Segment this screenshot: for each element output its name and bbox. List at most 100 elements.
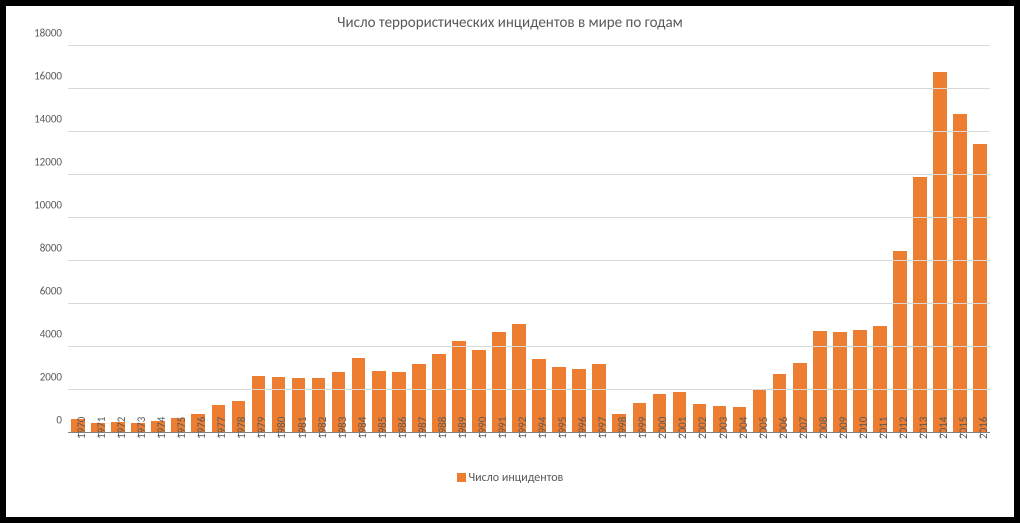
x-tick-label: 1979 xyxy=(255,417,268,439)
bar xyxy=(933,72,947,433)
x-tick-label: 1984 xyxy=(356,417,369,439)
gridline xyxy=(68,45,990,46)
bar-slot: 1977 xyxy=(208,46,228,433)
y-tick-label: 12000 xyxy=(34,156,62,169)
bar-slot: 2010 xyxy=(850,46,870,433)
x-tick-label: 1980 xyxy=(275,417,288,439)
plot-area: 1970197119721973197419751976197719781979… xyxy=(68,46,990,433)
x-tick-label: 2006 xyxy=(777,417,790,439)
bar-slot: 2000 xyxy=(649,46,669,433)
x-tick-label: 2014 xyxy=(937,417,950,439)
bar-slot: 1971 xyxy=(88,46,108,433)
bar-slot: 2012 xyxy=(890,46,910,433)
bar-slot: 1995 xyxy=(549,46,569,433)
bar-slot: 2016 xyxy=(970,46,990,433)
bar-slot: 1972 xyxy=(108,46,128,433)
bar xyxy=(893,251,907,433)
x-tick-label: 1995 xyxy=(556,417,569,439)
bar-slot: 2007 xyxy=(790,46,810,433)
x-tick-label: 2013 xyxy=(917,417,930,439)
gridline xyxy=(68,174,990,175)
bar-slot: 1989 xyxy=(449,46,469,433)
bar-slot: 1984 xyxy=(349,46,369,433)
bar-slot: 2002 xyxy=(689,46,709,433)
bar-slot: 2014 xyxy=(930,46,950,433)
x-tick-label: 1977 xyxy=(215,417,228,439)
y-tick-label: 16000 xyxy=(34,70,62,83)
x-tick-label: 2002 xyxy=(696,417,709,439)
x-tick-label: 1971 xyxy=(95,417,108,439)
bar-slot: 2005 xyxy=(750,46,770,433)
x-tick-label: 1994 xyxy=(536,417,549,439)
bar-slot: 1976 xyxy=(188,46,208,433)
bar xyxy=(913,177,927,433)
bar-slot: 1983 xyxy=(329,46,349,433)
x-tick-label: 2010 xyxy=(857,417,870,439)
bar-slot: 1998 xyxy=(609,46,629,433)
x-tick-label: 1978 xyxy=(235,417,248,439)
plot: 1970197119721973197419751976197719781979… xyxy=(68,46,990,433)
gridline xyxy=(68,303,990,304)
bar-slot: 2006 xyxy=(770,46,790,433)
bar-slot: 1986 xyxy=(389,46,409,433)
bar-slot: 1996 xyxy=(569,46,589,433)
bar-slot: 1978 xyxy=(228,46,248,433)
bar-slot: 1997 xyxy=(589,46,609,433)
x-tick-label: 1991 xyxy=(496,417,509,439)
y-tick-label: 4000 xyxy=(40,328,62,341)
x-tick-label: 2015 xyxy=(957,417,970,439)
x-tick-label: 1976 xyxy=(195,417,208,439)
bar-slot: 2001 xyxy=(669,46,689,433)
legend-swatch xyxy=(457,473,466,482)
bar-slot: 1991 xyxy=(489,46,509,433)
x-tick-label: 1989 xyxy=(456,417,469,439)
y-tick-label: 6000 xyxy=(40,285,62,298)
x-axis-baseline xyxy=(68,432,990,433)
bar-slot: 1988 xyxy=(429,46,449,433)
x-tick-label: 2004 xyxy=(737,417,750,439)
x-tick-label: 2012 xyxy=(897,417,910,439)
x-tick-label: 1986 xyxy=(396,417,409,439)
legend: Число инцидентов xyxy=(24,471,996,485)
x-tick-label: 2008 xyxy=(817,417,830,439)
chart-container: Число террористических инцидентов в мире… xyxy=(0,0,1020,523)
x-tick-label: 1999 xyxy=(636,417,649,439)
x-tick-label: 1996 xyxy=(576,417,589,439)
x-tick-label: 2001 xyxy=(676,417,689,439)
y-tick-label: 8000 xyxy=(40,242,62,255)
bar-slot: 1981 xyxy=(289,46,309,433)
y-tick-label: 2000 xyxy=(40,371,62,384)
x-tick-label: 2007 xyxy=(797,417,810,439)
y-tick-label: 0 xyxy=(56,414,62,427)
bar xyxy=(953,114,967,433)
bars-container: 1970197119721973197419751976197719781979… xyxy=(68,46,990,433)
bar-slot: 1980 xyxy=(268,46,288,433)
x-tick-label: 1982 xyxy=(316,417,329,439)
x-tick-label: 1972 xyxy=(115,417,128,439)
x-tick-label: 1974 xyxy=(155,417,168,439)
gridline xyxy=(68,131,990,132)
chart-area: 1970197119721973197419751976197719781979… xyxy=(24,46,996,489)
chart-title: Число террористических инцидентов в мире… xyxy=(6,6,1014,38)
bar-slot: 1992 xyxy=(509,46,529,433)
bar-slot: 1999 xyxy=(629,46,649,433)
x-tick-label: 1983 xyxy=(336,417,349,439)
gridline xyxy=(68,260,990,261)
bar-slot: 2004 xyxy=(730,46,750,433)
x-tick-label: 2009 xyxy=(837,417,850,439)
x-tick-label: 1981 xyxy=(296,417,309,439)
bar-slot: 1979 xyxy=(248,46,268,433)
bar-slot: 2009 xyxy=(830,46,850,433)
x-tick-label: 2016 xyxy=(977,417,990,439)
bar-slot: 1994 xyxy=(529,46,549,433)
bar-slot: 1975 xyxy=(168,46,188,433)
x-tick-label: 1985 xyxy=(376,417,389,439)
x-tick-label: 1992 xyxy=(516,417,529,439)
y-tick-label: 14000 xyxy=(34,113,62,126)
bar-slot: 2008 xyxy=(810,46,830,433)
bar-slot: 2013 xyxy=(910,46,930,433)
x-tick-label: 2011 xyxy=(877,417,890,439)
x-tick-label: 2005 xyxy=(757,417,770,439)
x-tick-label: 1990 xyxy=(476,417,489,439)
x-tick-label: 1988 xyxy=(436,417,449,439)
